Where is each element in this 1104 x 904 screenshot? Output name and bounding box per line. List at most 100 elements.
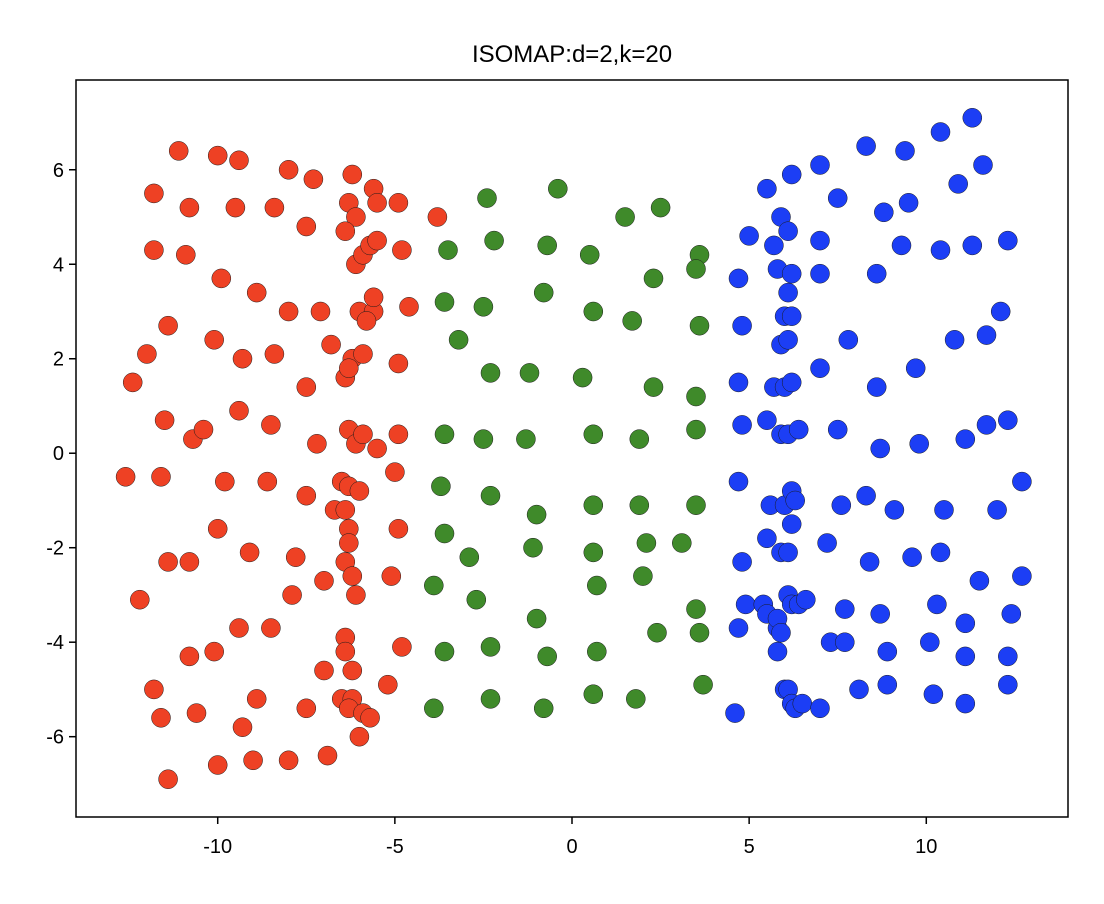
data-point — [810, 230, 830, 251]
data-point — [969, 571, 990, 591]
data-point — [583, 495, 604, 515]
data-point — [296, 698, 317, 719]
data-point — [728, 471, 749, 492]
data-point — [909, 434, 929, 454]
data-point — [122, 372, 143, 393]
data-point — [246, 282, 267, 303]
data-point — [778, 330, 798, 350]
data-point — [998, 230, 1018, 251]
data-point — [448, 330, 469, 350]
data-point — [643, 268, 664, 289]
data-point — [388, 519, 409, 539]
data-point — [732, 315, 752, 336]
data-point — [151, 467, 171, 487]
data-point — [388, 193, 409, 213]
data-point — [810, 155, 830, 175]
data-point — [587, 641, 607, 662]
data-point — [176, 245, 196, 265]
data-point — [232, 717, 253, 737]
data-point — [689, 315, 710, 336]
x-tick-label: 0 — [566, 836, 577, 858]
data-point — [891, 235, 912, 256]
data-point — [466, 589, 487, 610]
data-point — [239, 542, 260, 563]
data-point — [870, 438, 890, 459]
data-point — [920, 632, 940, 652]
data-point — [686, 599, 706, 619]
chart-title: ISOMAP:d=2,k=20 — [472, 41, 672, 68]
data-point — [757, 410, 777, 430]
data-point — [204, 641, 224, 662]
y-tick-label: 4 — [53, 254, 64, 276]
data-point — [810, 698, 830, 719]
data-point — [526, 608, 547, 629]
data-point — [115, 467, 136, 487]
y-tick-label: 0 — [53, 443, 64, 465]
data-point — [778, 542, 798, 563]
data-point — [895, 141, 915, 161]
data-point — [927, 594, 947, 615]
data-point — [930, 240, 951, 260]
data-point — [810, 263, 830, 284]
data-point — [898, 193, 919, 213]
data-point — [438, 240, 458, 260]
data-point — [385, 462, 405, 482]
data-point — [976, 415, 997, 435]
data-point — [788, 419, 809, 440]
data-point — [732, 415, 752, 435]
data-point — [179, 552, 200, 572]
data-point — [285, 547, 306, 567]
data-point — [179, 197, 200, 218]
data-point — [764, 235, 784, 256]
data-point — [785, 490, 805, 511]
data-point — [378, 674, 398, 695]
data-point — [1012, 471, 1032, 492]
data-point — [973, 155, 993, 175]
data-point — [346, 585, 366, 605]
data-point — [144, 679, 164, 700]
data-point — [976, 325, 997, 345]
data-point — [459, 547, 480, 567]
data-point — [827, 419, 848, 440]
data-point — [278, 301, 299, 322]
data-point — [264, 344, 285, 364]
x-tick-label: -5 — [386, 836, 404, 858]
data-point — [388, 424, 409, 445]
data-point — [519, 363, 540, 383]
data-point — [229, 150, 249, 171]
data-point — [353, 424, 373, 445]
data-point — [990, 301, 1011, 322]
data-point — [477, 188, 497, 208]
data-point — [817, 533, 837, 553]
data-point — [827, 188, 848, 208]
data-point — [392, 637, 412, 657]
data-point — [353, 344, 373, 364]
data-point — [339, 533, 359, 553]
data-point — [392, 240, 412, 260]
data-point — [636, 533, 657, 553]
data-point — [388, 353, 409, 374]
data-point — [473, 297, 494, 317]
data-point — [835, 599, 855, 619]
data-point — [923, 684, 944, 704]
data-point — [998, 674, 1018, 695]
data-point — [686, 419, 706, 440]
data-point — [307, 434, 327, 454]
data-point — [757, 528, 777, 549]
data-point — [796, 589, 816, 610]
data-point — [310, 301, 331, 322]
data-point — [321, 334, 341, 355]
data-point — [884, 500, 905, 520]
data-point — [955, 613, 976, 634]
data-point — [516, 429, 536, 449]
data-point — [870, 604, 890, 624]
data-point — [874, 202, 894, 223]
data-point — [735, 594, 756, 615]
data-point — [1012, 566, 1032, 586]
data-point — [998, 410, 1018, 430]
data-point — [480, 637, 501, 657]
data-point — [781, 372, 802, 393]
data-point — [158, 552, 178, 572]
data-point — [948, 174, 968, 194]
y-tick-label: -4 — [46, 632, 64, 654]
